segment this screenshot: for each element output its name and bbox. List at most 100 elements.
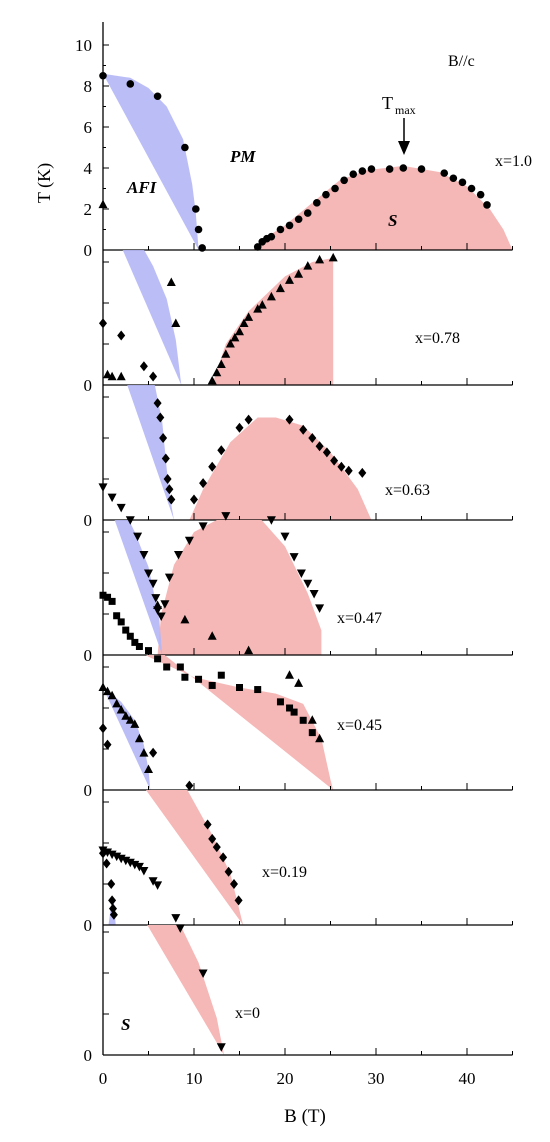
data-point <box>139 748 149 757</box>
data-point <box>98 483 108 492</box>
data-point <box>171 914 181 923</box>
superconducting-region <box>253 165 513 250</box>
panel-0: 0 2 4 6 8 10 x=1.0 <box>75 22 532 260</box>
data-point <box>102 858 111 869</box>
data-point <box>212 367 222 377</box>
data-point <box>107 690 117 700</box>
data-point <box>467 184 476 193</box>
data-point <box>116 705 126 714</box>
data-point <box>399 164 408 172</box>
data-point <box>313 199 321 207</box>
data-point <box>107 493 117 503</box>
data-point <box>198 969 208 978</box>
data-point <box>276 698 284 706</box>
data-point <box>125 715 135 724</box>
data-point <box>244 645 254 655</box>
data-point <box>266 291 276 301</box>
data-point <box>294 269 304 278</box>
y-tick-label: 0 <box>84 1046 93 1065</box>
data-point <box>103 686 112 696</box>
data-point <box>230 332 240 342</box>
data-point <box>166 277 176 286</box>
data-point <box>308 729 316 737</box>
data-point <box>212 842 221 853</box>
data-point <box>254 686 262 694</box>
y-tick-label: 8 <box>84 77 93 96</box>
data-point <box>185 780 194 791</box>
data-point <box>108 895 117 906</box>
data-point <box>253 304 263 313</box>
data-point <box>153 92 162 101</box>
data-point <box>144 764 153 773</box>
data-point <box>98 682 108 691</box>
composition-label: x=0.47 <box>337 610 382 627</box>
data-point <box>358 167 367 175</box>
y-tick-label: 0 <box>84 511 93 530</box>
data-point <box>198 244 206 252</box>
afi-label: AFI <box>126 178 158 197</box>
x-axis-label: B (T) <box>284 1106 326 1127</box>
panel-fills <box>147 925 224 1055</box>
data-point <box>153 398 162 409</box>
data-point <box>130 719 140 728</box>
data-point <box>349 170 358 178</box>
data-point <box>116 371 126 381</box>
data-point <box>458 178 467 187</box>
data-point <box>267 232 276 241</box>
data-point <box>199 478 208 489</box>
data-point <box>126 80 135 88</box>
data-point <box>126 632 134 640</box>
panel-2: 0 x=0.63 <box>84 385 513 530</box>
y-tick-label: 10 <box>75 36 92 55</box>
y-tick-label: 0 <box>84 781 93 800</box>
data-point <box>109 909 118 920</box>
data-point <box>192 205 200 213</box>
superconducting-region <box>145 790 244 925</box>
panel-fills <box>127 385 372 520</box>
afi-region <box>114 520 163 655</box>
data-point <box>285 221 294 230</box>
data-point <box>194 225 203 234</box>
superconducting-region <box>157 520 322 655</box>
data-point <box>358 467 367 478</box>
afi-region <box>127 385 174 520</box>
data-point <box>294 215 303 224</box>
data-point <box>239 318 249 327</box>
superconducting-region <box>189 417 372 520</box>
data-point <box>275 283 285 293</box>
data-point <box>315 733 325 743</box>
data-point <box>285 670 294 679</box>
data-point <box>198 522 208 531</box>
panel-4: 0 x=0.45 <box>84 655 513 800</box>
composition-label: x=0 <box>235 1005 260 1022</box>
data-point <box>207 631 217 640</box>
data-point <box>134 733 144 743</box>
data-point <box>440 169 449 177</box>
tmax-subscript: max <box>395 103 416 117</box>
superconducting-region <box>147 925 224 1055</box>
data-point <box>153 881 163 890</box>
tmax-arrow-head <box>398 141 410 155</box>
data-point <box>163 663 171 671</box>
y-tick-label: 2 <box>84 200 93 219</box>
data-point <box>337 461 346 472</box>
data-point <box>303 261 313 270</box>
data-point <box>330 455 339 466</box>
data-point <box>299 424 308 435</box>
data-point <box>153 600 163 609</box>
data-point <box>99 723 107 734</box>
afi-region <box>122 250 182 385</box>
data-point <box>163 474 172 484</box>
data-point <box>167 494 176 505</box>
data-point <box>417 165 426 173</box>
data-point <box>98 199 108 209</box>
data-point <box>331 184 339 193</box>
y-tick-label: 0 <box>84 646 93 665</box>
data-point <box>181 143 189 152</box>
data-point <box>165 484 174 495</box>
y-tick-label: 4 <box>84 159 93 178</box>
data-point <box>216 359 226 368</box>
data-point <box>307 715 317 724</box>
data-point <box>208 461 217 472</box>
data-point <box>385 165 394 173</box>
